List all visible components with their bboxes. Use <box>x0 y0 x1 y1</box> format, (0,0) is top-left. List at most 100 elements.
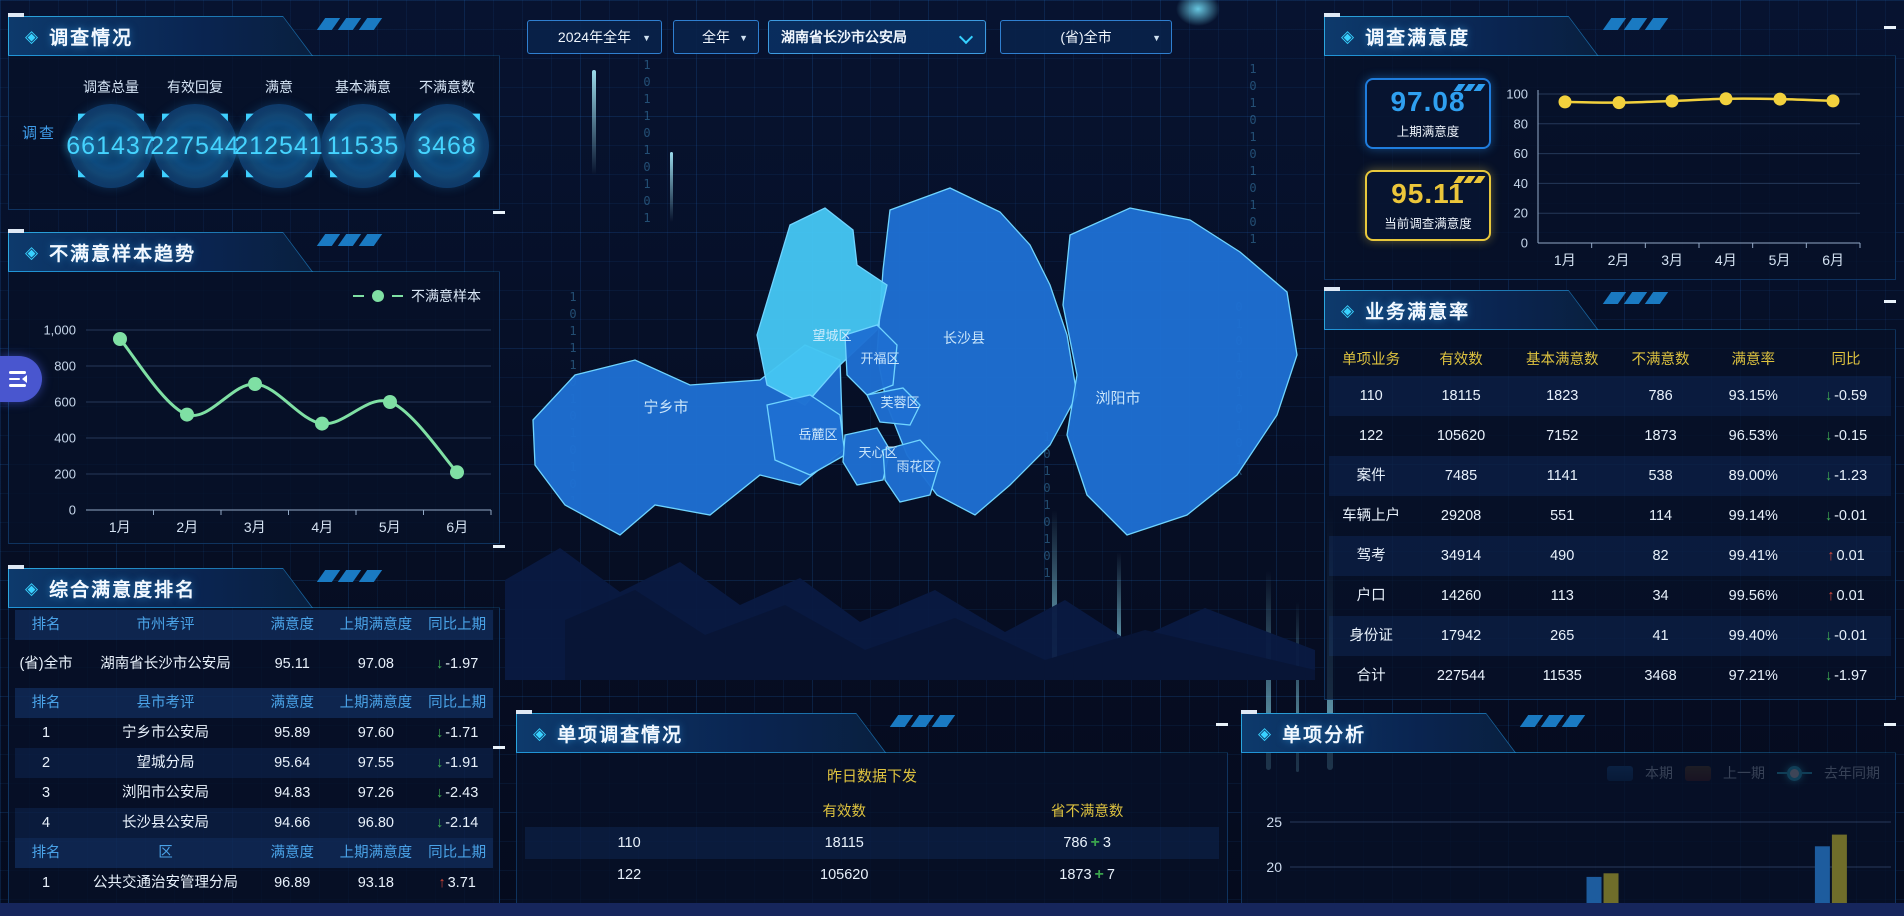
corner-triangle-icon: ◥ <box>220 112 228 123</box>
cell-basic-satisfied: 1141 <box>1546 467 1578 484</box>
cell-business-name: 车辆上户 <box>1342 507 1401 524</box>
cell-dissatisfied: 82 <box>1652 547 1669 564</box>
map-district-yuhua[interactable] <box>882 439 941 503</box>
column-header: 单项业务 <box>1342 351 1401 368</box>
caret-down-icon: ▼ <box>739 33 748 43</box>
panel-handle[interactable] <box>1884 26 1896 29</box>
organization-select[interactable]: 湖南省长沙市公安局 <box>768 20 986 54</box>
year-select[interactable]: 2024年全年 ▼ <box>527 20 662 54</box>
svg-text:2月: 2月 <box>1608 252 1630 268</box>
cell-business-name: 户口 <box>1356 587 1386 604</box>
light-beam-decoration <box>1296 602 1299 772</box>
period-select[interactable]: 全年 ▼ <box>673 20 759 54</box>
svg-text:600: 600 <box>54 395 76 410</box>
column-header: 排名 <box>31 694 61 711</box>
stat-value: 661437 <box>66 131 156 160</box>
panel-handle[interactable] <box>493 545 505 548</box>
cell-rank: 1 <box>42 874 51 891</box>
table-row: 1 公共交通治安管理分局 96.89 93.18 ↑ 3.71 <box>15 868 493 898</box>
table-row: 122 105620 7152 1873 96.53% ↓ -0.15 <box>1329 416 1891 456</box>
svg-text:3月: 3月 <box>244 519 266 535</box>
plus-icon: + <box>1090 834 1100 851</box>
survey-side-label: 调查 <box>21 125 56 142</box>
cell-basic-satisfied: 490 <box>1550 547 1575 564</box>
single-survey-subtitle: 昨日数据下发 <box>826 768 917 785</box>
svg-text:5月: 5月 <box>379 519 401 535</box>
map-district-kaifu[interactable] <box>844 324 898 396</box>
cell-score: 95.64 <box>274 754 311 771</box>
stats-row: 调查总量 ◤ ◥ ◣ ◢ 661437 有效回复 ◤ ◥ ◣ ◢ 227544 满意 ◤ ◥ ◣ ◢ 212541… <box>66 77 499 188</box>
current-satisfaction-card: 95.11 当前调查满意度 <box>1365 170 1491 241</box>
svg-text:800: 800 <box>54 359 76 374</box>
svg-text:100: 100 <box>1506 87 1528 102</box>
light-beam-decoration <box>670 152 673 222</box>
current-satisfaction-value: 95.11 <box>1391 178 1465 209</box>
svg-text:5月: 5月 <box>1769 252 1791 268</box>
cell-rank: 2 <box>42 754 51 771</box>
panel-handle[interactable] <box>1884 723 1896 726</box>
cell-valid-count: 14260 <box>1440 587 1482 604</box>
dissatisfied-trend-chart: 0 200 400 600 800 1,000 1月 2月 3月 4月 5月 6月 <box>43 323 492 535</box>
arrow-down-icon: ↓ <box>435 754 444 771</box>
cell-valid-count: 7485 <box>1444 467 1478 484</box>
svg-text:20: 20 <box>1266 859 1282 875</box>
panel-handle[interactable] <box>1884 300 1896 303</box>
map-district-furong[interactable] <box>866 387 921 426</box>
cell-rate: 96.53% <box>1728 427 1778 444</box>
panel-single-survey: ◈ 单项调查情况 昨日数据下发 有效数 省不满意数 110 18115 786 +3 122… <box>516 710 1228 916</box>
scope-select-value: (省)全市 <box>1060 29 1112 45</box>
map-district-label: 岳麓区 <box>798 427 837 442</box>
column-header: 上期满意度 <box>339 844 413 861</box>
light-beam-decoration <box>1052 510 1057 660</box>
svg-text:200: 200 <box>54 467 76 482</box>
legend-dot-icon <box>372 290 384 302</box>
map-district-tianxin[interactable] <box>842 427 891 486</box>
cell-prev-score: 97.08 <box>357 655 394 672</box>
sidebar-toggle-button[interactable] <box>0 356 42 402</box>
cell-dissatisfied: 3468 <box>1644 667 1677 684</box>
legend-line-icon <box>392 295 403 297</box>
cell-dissatisfied: 1873 <box>1644 427 1677 444</box>
cell-business-name: 122 <box>1359 427 1384 444</box>
cell-delta: ↓ -0.59 <box>1824 387 1868 404</box>
arrow-down-icon: ↓ <box>1824 387 1833 404</box>
corner-triangle-icon: ◢ <box>220 168 228 179</box>
column-header: 上期满意度 <box>339 616 413 633</box>
cell-business-name: 合计 <box>1356 667 1386 684</box>
trend-legend[interactable]: 不满意样本 <box>353 286 481 306</box>
corner-triangle-icon: ◢ <box>304 168 312 179</box>
light-beam-decoration <box>1117 552 1121 662</box>
panel-handle[interactable] <box>493 211 505 214</box>
stripes-decoration <box>1602 292 1668 304</box>
arrow-up-icon: ↑ <box>438 874 446 891</box>
column-header: 同比上期 <box>428 616 487 633</box>
scope-select[interactable]: (省)全市 ▼ <box>1000 20 1172 54</box>
cell-delta: ↓ -0.01 <box>1824 507 1868 524</box>
cell-delta: ↓ -0.01 <box>1824 627 1868 644</box>
corner-triangle-icon: ◤ <box>246 112 254 123</box>
panel-handle[interactable] <box>493 746 505 749</box>
panel-header: ◈ 单项分析 <box>1241 710 1896 753</box>
column-header: 同比 <box>1831 351 1861 368</box>
cell-prev-score: 97.26 <box>357 784 394 801</box>
arrow-down-icon: ↓ <box>1824 427 1833 444</box>
column-header: 同比上期 <box>428 844 487 861</box>
stat-item: 满意 ◤ ◥ ◣ ◢ 212541 <box>234 77 323 188</box>
stat-value: 11535 <box>326 131 400 160</box>
svg-text:6月: 6月 <box>446 519 468 535</box>
panel-handle[interactable] <box>1216 723 1228 726</box>
cell-dissatisfied: 786 +3 <box>1063 834 1111 851</box>
map-district-liuyang[interactable] <box>1062 207 1298 536</box>
cell-rank: 4 <box>42 814 51 831</box>
corner-triangle-icon: ◢ <box>388 168 396 179</box>
stat-label: 调查总量 <box>83 79 139 95</box>
cell-valid-count: 105620 <box>820 866 869 883</box>
cell-org-name: 湖南省长沙市公安局 <box>100 655 231 672</box>
binary-rain-decoration: 1010101011 <box>1040 430 1054 580</box>
stat-ring: ◤ ◥ ◣ ◢ 212541 <box>234 104 323 188</box>
cell-rate: 89.00% <box>1728 467 1778 484</box>
diamond-icon: ◈ <box>1258 724 1272 743</box>
stat-label: 满意 <box>265 79 293 95</box>
corner-triangle-icon: ◥ <box>472 112 480 123</box>
table-row: 110 18115 1823 786 93.15% ↓ -0.59 <box>1329 376 1891 416</box>
